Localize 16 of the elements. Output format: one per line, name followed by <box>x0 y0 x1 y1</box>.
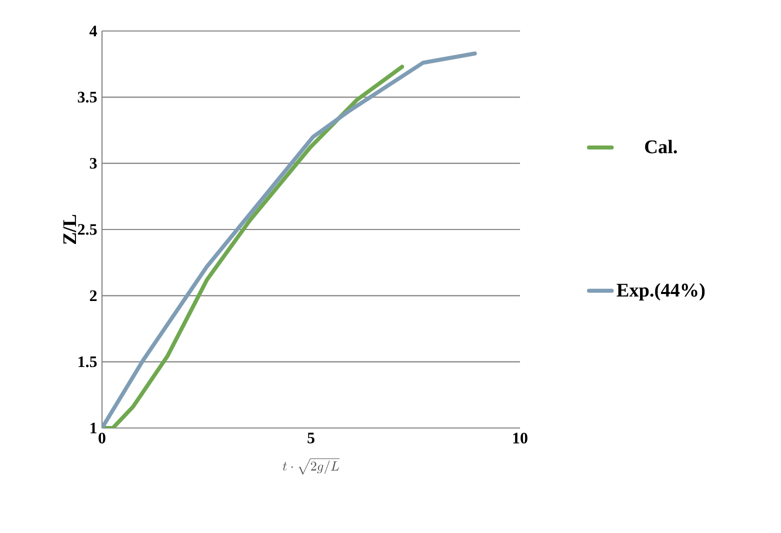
y-tick-label: 3 <box>90 158 97 169</box>
x-tick-label: 0 <box>98 432 106 444</box>
y-tick-label: 4 <box>90 26 97 36</box>
line-series <box>102 64 404 428</box>
legend-label: Exp.(44%) <box>616 283 705 301</box>
y-tick-label: 2 <box>90 290 97 301</box>
legend-label: Cal. <box>645 140 677 154</box>
x-tick-label: 5 <box>308 432 314 444</box>
line-series <box>102 51 477 428</box>
x-tick-label: 10 <box>513 432 528 444</box>
x-axis-title: $t\cdot\sqrt{2g/L}$ <box>282 458 340 475</box>
y-tick-label: 3.5 <box>78 92 97 103</box>
y-axis-title: Z/L <box>63 214 76 244</box>
y-tick-label: 1 <box>90 422 96 434</box>
y-tick-label: 2.5 <box>78 224 97 235</box>
y-tick-label: 1.5 <box>78 356 97 368</box>
